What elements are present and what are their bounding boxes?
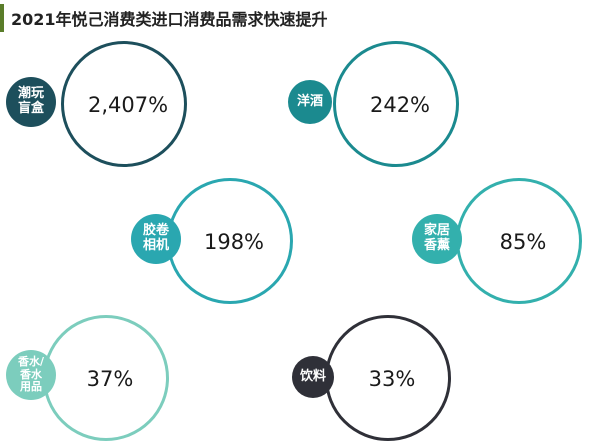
category-label: 香水/香水 用品	[17, 355, 45, 394]
category-label-disc: 家居 香薰	[412, 214, 462, 264]
category-label-disc: 洋酒	[288, 80, 332, 124]
bubble-ring	[43, 315, 169, 441]
growth-value-label: 85%	[499, 230, 547, 254]
growth-value-label: 2,407%	[87, 93, 169, 117]
category-label: 饮料	[299, 368, 326, 384]
category-label: 洋酒	[296, 93, 323, 109]
bubble-ring	[333, 41, 459, 167]
growth-value-label: 242%	[369, 93, 431, 117]
chart-title: 2021年悦己消费类进口消费品需求快速提升	[11, 10, 328, 29]
bubble-ring	[61, 41, 187, 167]
category-label-disc: 胶卷 相机	[131, 214, 181, 264]
title-accent-bar	[0, 4, 4, 32]
bubble-ring	[167, 178, 293, 304]
category-label: 家居 香薰	[423, 223, 450, 253]
category-label: 潮玩 盲盒	[17, 86, 44, 116]
bubble-ring	[456, 178, 582, 304]
category-label-disc: 潮玩 盲盒	[6, 77, 56, 127]
growth-value-label: 33%	[368, 367, 416, 391]
growth-value-label: 37%	[86, 367, 134, 391]
category-label-disc: 饮料	[292, 356, 334, 398]
category-label-disc: 香水/香水 用品	[6, 350, 56, 400]
category-label: 胶卷 相机	[142, 223, 169, 253]
growth-value-label: 198%	[203, 230, 265, 254]
